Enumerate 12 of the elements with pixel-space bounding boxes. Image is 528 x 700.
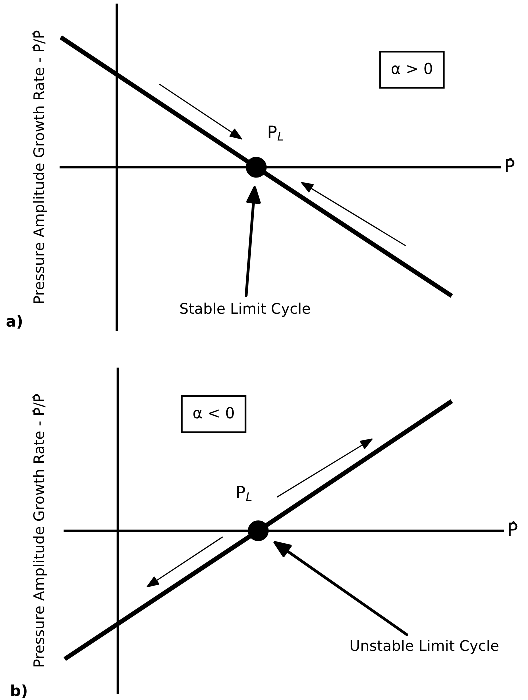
text: Stable Limit Cycle <box>180 302 310 317</box>
text: a) <box>6 315 22 329</box>
y-axis-title: Pressure Amplitude Growth Rate - P̂̇/P̂ <box>32 394 48 667</box>
annotation: P$_{L}$ <box>268 126 284 141</box>
y-axis-title: Pressure Amplitude Growth Rate - P̂̇/P̂ <box>32 30 48 304</box>
x-axis-title: P̂ <box>509 522 518 536</box>
text: b) <box>12 684 27 698</box>
annotation: α < 0 <box>194 407 234 419</box>
annotation: P$_{L}$ <box>237 486 252 502</box>
x-axis-title: P̂ <box>506 158 515 172</box>
annotation: α > 0 <box>392 62 432 74</box>
annotation: Unstable Limit Cycle <box>350 640 499 654</box>
